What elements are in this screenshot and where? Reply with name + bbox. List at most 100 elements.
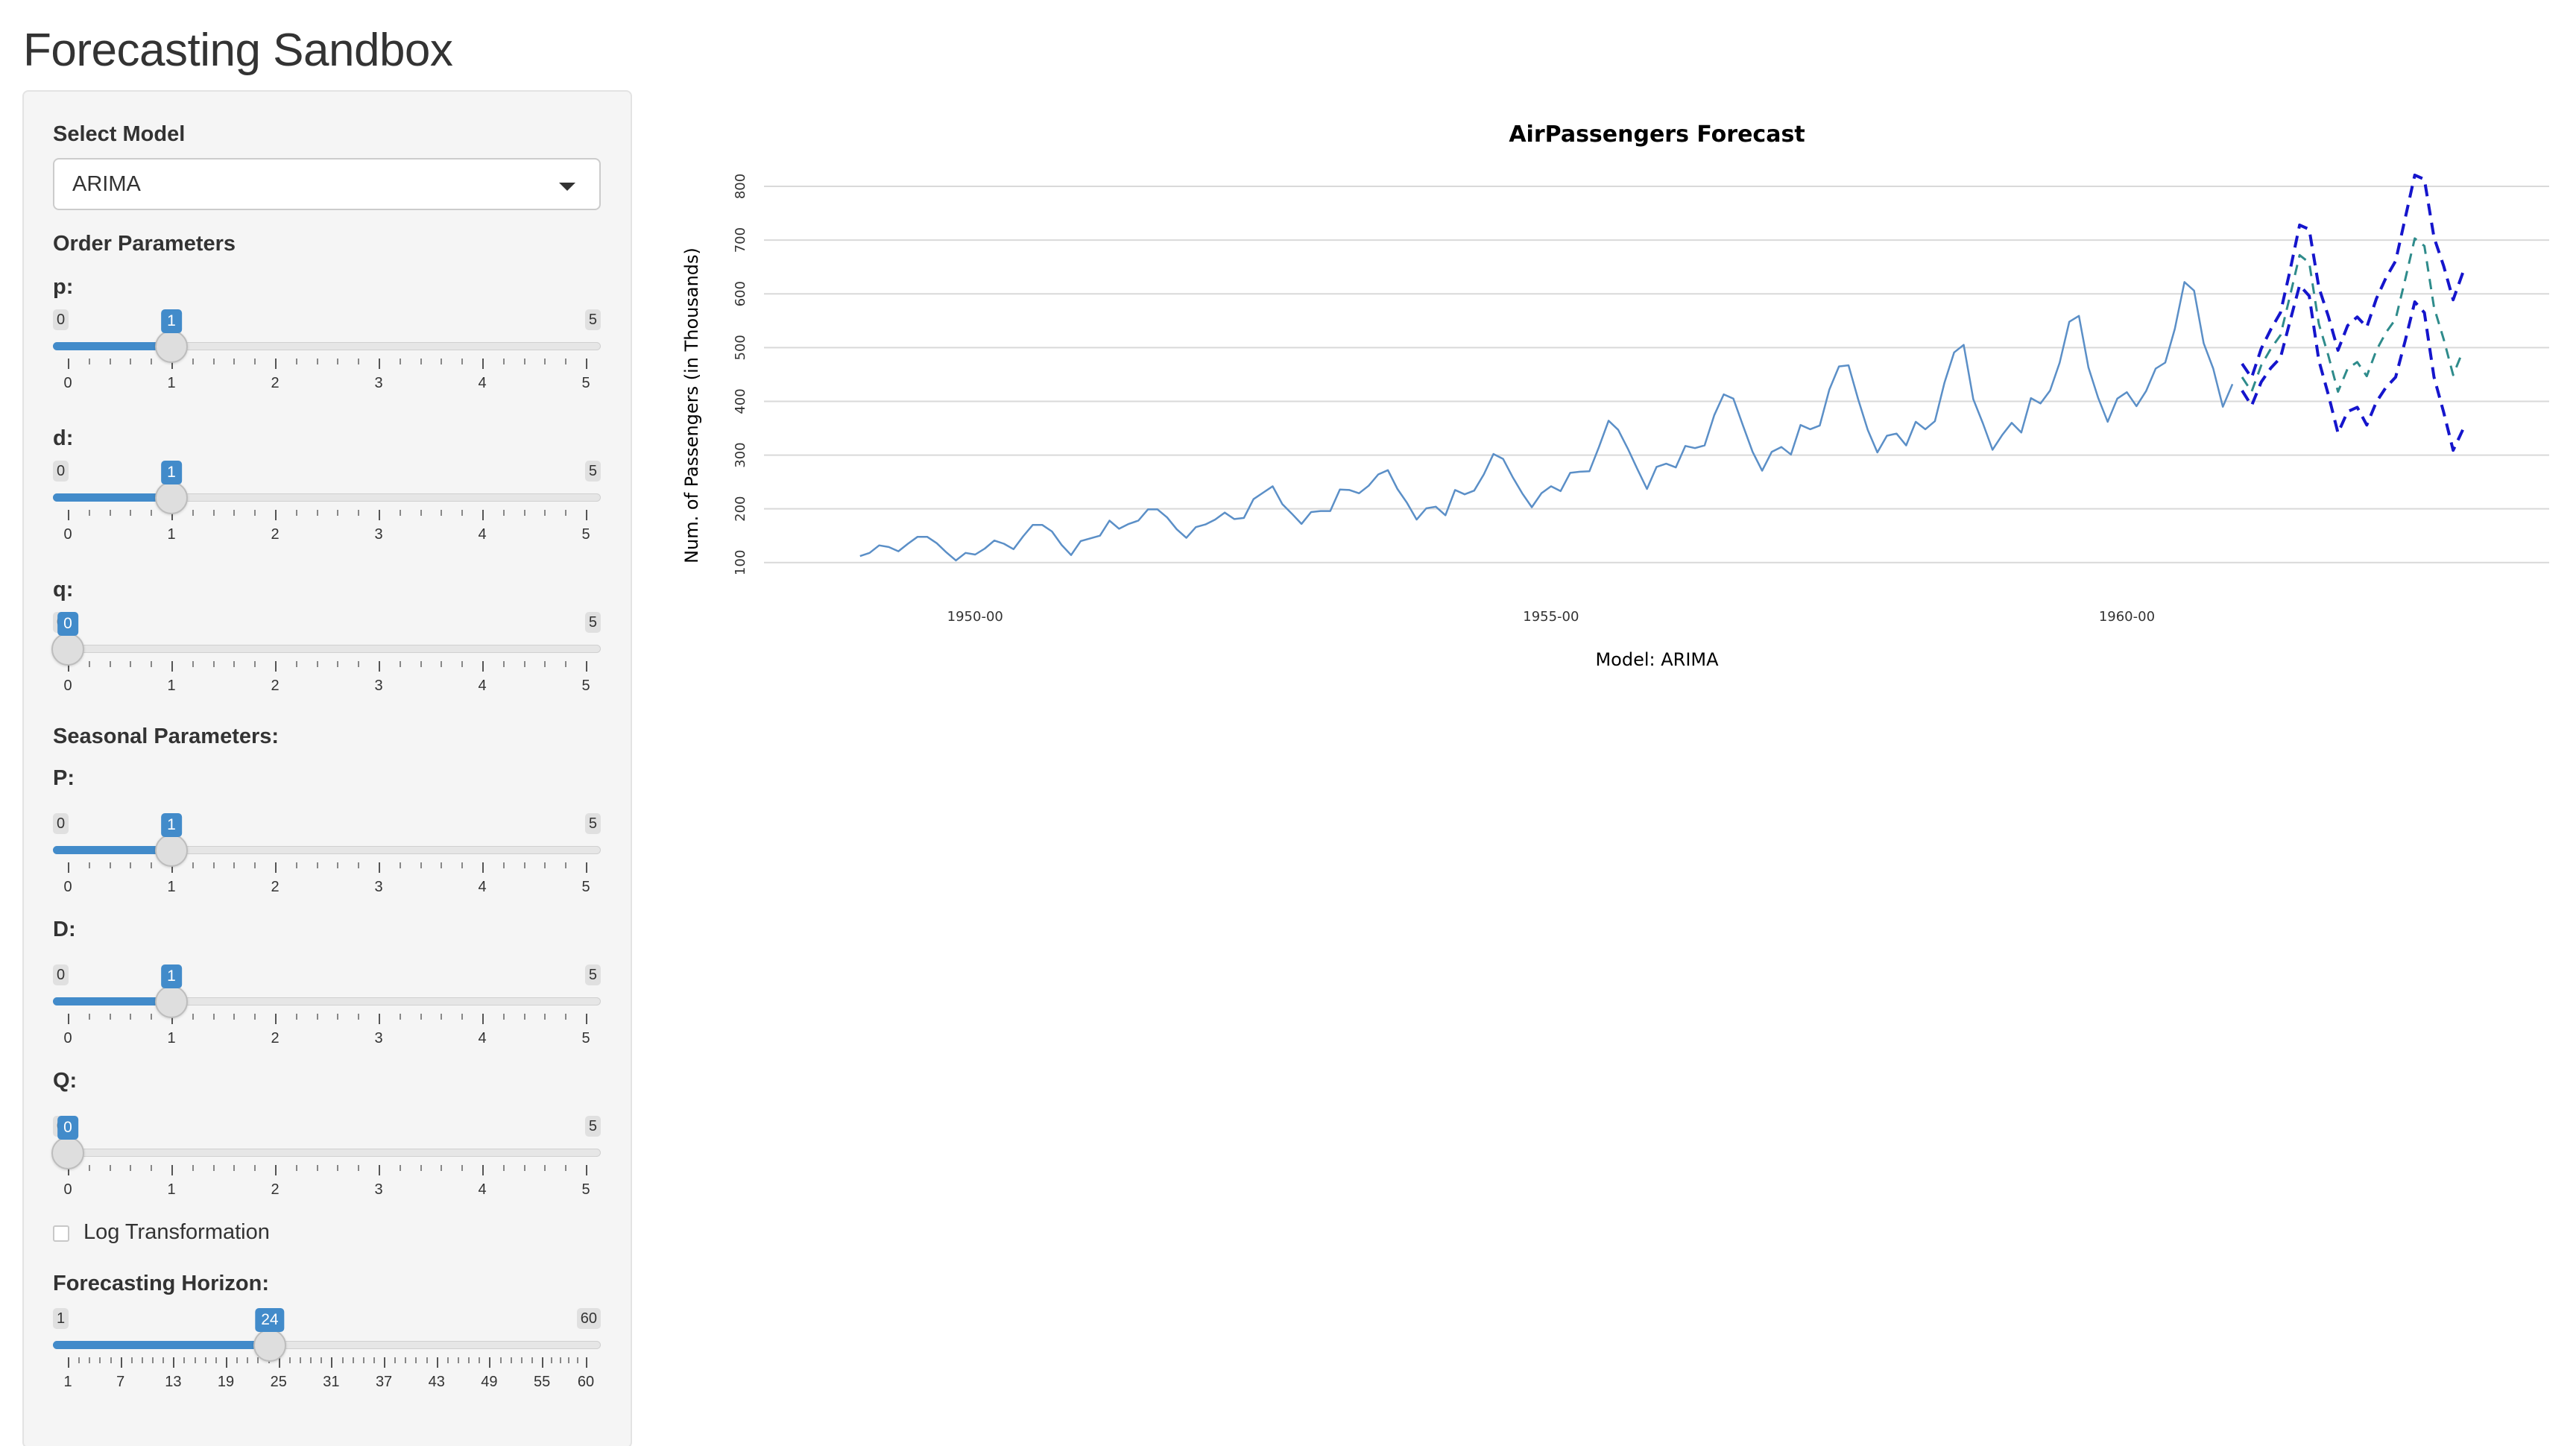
slider-minor-tick bbox=[502, 359, 505, 364]
chart-y-axis-label: Num. of Passengers (in Thousands) bbox=[681, 247, 702, 563]
slider-tick bbox=[68, 1357, 69, 1368]
slider-minor-tick bbox=[523, 1165, 525, 1171]
forecasting-horizon-slider[interactable]: 1 60 1 7 13 19 25 31 37 43 49 55 60 24 bbox=[53, 1308, 601, 1420]
slider-tick-label: 0 bbox=[63, 879, 72, 895]
slider-minor-tick bbox=[130, 1014, 132, 1020]
slider-tick bbox=[171, 862, 173, 873]
q-slider[interactable]: 050123450 bbox=[51, 612, 601, 724]
slider-tick-label: 55 bbox=[533, 1374, 551, 1390]
slider-minor-tick bbox=[130, 1165, 132, 1171]
slider-minor-tick bbox=[499, 1357, 502, 1363]
slider-tick-label: 4 bbox=[478, 526, 487, 543]
slider-tick-label: 0 bbox=[63, 375, 72, 391]
slider-minor-tick bbox=[310, 1357, 312, 1363]
y-tick-label: 400 bbox=[733, 388, 748, 414]
slider-tick bbox=[542, 1357, 544, 1368]
slider-value-badge: 0 bbox=[57, 612, 78, 636]
slider-tick-label: 3 bbox=[374, 879, 383, 895]
slider-minor-tick bbox=[568, 1357, 570, 1363]
slider-tick bbox=[120, 1357, 122, 1368]
slider-tick bbox=[275, 1165, 277, 1175]
model-select[interactable]: ARIMA bbox=[53, 158, 601, 210]
slider-tick bbox=[482, 1014, 484, 1024]
slider-tick-label: 60 bbox=[577, 1374, 595, 1390]
slider-minor-tick bbox=[461, 862, 464, 868]
slider-fill bbox=[53, 846, 171, 854]
y-tick-label: 100 bbox=[733, 550, 748, 575]
slider-tick bbox=[482, 359, 484, 369]
slider-tick-label: 1 bbox=[167, 1181, 176, 1198]
slider-handle[interactable] bbox=[155, 985, 188, 1018]
slider-max-label: 5 bbox=[584, 1116, 601, 1137]
slider-minor-tick bbox=[565, 510, 567, 516]
y-tick-label: 600 bbox=[733, 281, 748, 306]
slider-minor-tick bbox=[194, 1357, 196, 1363]
slider-track[interactable] bbox=[53, 645, 601, 653]
slider-tick bbox=[482, 862, 484, 873]
slider-min-label: 0 bbox=[53, 461, 69, 482]
slider-minor-tick bbox=[544, 359, 546, 364]
slider-tick-label: 3 bbox=[374, 678, 383, 694]
slider-tick bbox=[586, 1357, 587, 1368]
slider-minor-tick bbox=[565, 1165, 567, 1171]
slider-minor-tick bbox=[288, 1357, 291, 1363]
slider-tick-label: 3 bbox=[374, 526, 383, 543]
slider-tick-label: 4 bbox=[478, 1181, 487, 1198]
slider-minor-tick bbox=[254, 1165, 256, 1171]
seasonal-q-slider[interactable]: 050123450 bbox=[51, 1116, 601, 1228]
slider-minor-tick bbox=[215, 1357, 217, 1363]
slider-tick bbox=[68, 862, 69, 873]
forecast-mean-line bbox=[2241, 237, 2464, 393]
p-slider[interactable]: 0 5 0 1 2 3 4 5 1 bbox=[53, 309, 601, 421]
slider-minor-tick bbox=[502, 1014, 505, 1020]
slider-value-badge: 24 bbox=[255, 1308, 285, 1332]
slider-minor-tick bbox=[295, 661, 297, 667]
slider-minor-tick bbox=[565, 359, 567, 364]
slider-minor-tick bbox=[192, 862, 194, 868]
slider-minor-tick bbox=[394, 1357, 397, 1363]
slider-minor-tick bbox=[254, 661, 256, 667]
slider-minor-tick bbox=[544, 1165, 546, 1171]
slider-handle[interactable] bbox=[155, 482, 188, 514]
slider-minor-tick bbox=[316, 1014, 318, 1020]
slider-handle[interactable] bbox=[51, 633, 84, 666]
slider-handle[interactable] bbox=[51, 1137, 84, 1169]
d-slider[interactable]: 0 5 0 1 2 3 4 5 1 bbox=[53, 461, 601, 572]
y-tick-label: 800 bbox=[733, 174, 748, 199]
slider-minor-tick bbox=[321, 1357, 323, 1363]
slider-minor-tick bbox=[441, 1165, 443, 1171]
slider-handle[interactable] bbox=[155, 834, 188, 867]
slider-value-badge: 1 bbox=[161, 309, 182, 333]
seasonal-d-slider[interactable]: 0 5 0 1 2 3 4 5 1 bbox=[53, 964, 601, 1076]
slider-minor-tick bbox=[461, 661, 464, 667]
slider-minor-tick bbox=[565, 862, 567, 868]
slider-value-badge: 0 bbox=[57, 1116, 78, 1140]
slider-value-badge: 1 bbox=[161, 813, 182, 837]
slider-tick-label: 2 bbox=[271, 375, 280, 391]
d-label: d: bbox=[53, 426, 74, 450]
slider-tick-label: 5 bbox=[581, 526, 590, 543]
seasonal-p-slider[interactable]: 0 5 0 1 2 3 4 5 1 bbox=[53, 813, 601, 925]
slider-minor-tick bbox=[192, 359, 194, 364]
page-title: Forecasting Sandbox bbox=[23, 25, 453, 76]
slider-minor-tick bbox=[130, 1357, 133, 1363]
slider-minor-tick bbox=[109, 1165, 111, 1171]
slider-minor-tick bbox=[233, 359, 236, 364]
slider-tick bbox=[68, 1014, 69, 1024]
slider-tick-label: 25 bbox=[270, 1374, 287, 1390]
slider-handle[interactable] bbox=[253, 1329, 286, 1362]
slider-minor-tick bbox=[510, 1357, 512, 1363]
slider-minor-tick bbox=[88, 1014, 90, 1020]
slider-minor-tick bbox=[420, 862, 422, 868]
y-tick-label: 300 bbox=[733, 442, 748, 467]
chart-series bbox=[859, 173, 2464, 562]
slider-tick bbox=[586, 862, 587, 873]
slider-tick bbox=[586, 1014, 587, 1024]
slider-tick bbox=[482, 1165, 484, 1175]
slider-handle[interactable] bbox=[155, 330, 188, 363]
slider-track[interactable] bbox=[53, 1149, 601, 1157]
slider-fill bbox=[53, 1341, 270, 1349]
log-transformation-checkbox[interactable] bbox=[53, 1225, 69, 1242]
slider-value-badge: 1 bbox=[161, 964, 182, 988]
slider-minor-tick bbox=[109, 359, 111, 364]
